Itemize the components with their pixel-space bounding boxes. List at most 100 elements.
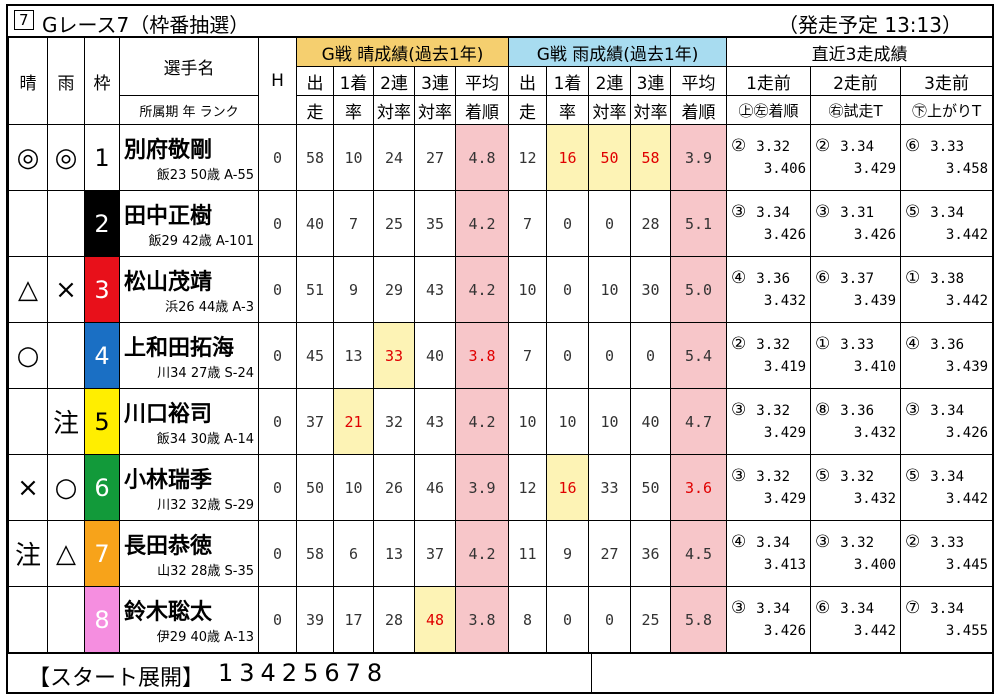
recent-top: ⑥ 3.33 [902, 135, 989, 158]
recent-last: 3.432 [763, 293, 807, 309]
rain-stat: 0 [588, 190, 632, 257]
handicap: 0 [258, 256, 297, 323]
recent-result: ⑤ 3.34 3.442 [900, 454, 994, 521]
racer-name: 田中正樹 [124, 204, 213, 229]
title-bar: 7 Gレース7（枠番抽選） （発走予定 13:13） [8, 6, 992, 37]
entry-row: △ × 3 松山茂靖 浜26 44歳 A-3 0 51 9 29 43 4.2 10 0 10 30 5.0 ④… [8, 256, 994, 323]
recent-top: ④ 3.34 [728, 531, 807, 554]
rain-stat: 9 [546, 520, 590, 587]
recent-last: 3.400 [853, 557, 897, 573]
recent-last: 3.429 [763, 491, 807, 507]
racer: 松山茂靖 浜26 44歳 A-3 [119, 256, 259, 323]
sunny-stat: 58 [296, 124, 334, 191]
column-header: 着順 [454, 95, 510, 125]
recent-trial: 3.34 [756, 535, 790, 551]
entry-row: ◎ ◎ 1 別府敬剛 飯23 50歳 A-55 0 58 10 24 27 4.8 12 16 50 58 3… [8, 124, 994, 191]
sunny-mark: ○ [8, 322, 48, 389]
racer-info: 飯34 30歳 A-14 [156, 432, 254, 447]
entry-table: 晴雨枠選手名 H G戦 晴成績(過去1年) G戦 雨成績(過去1年) 直近3走成績出 1着… [8, 37, 994, 653]
racer-info: 伊29 40歳 A-13 [156, 630, 254, 645]
recent-top: ⑥ 3.37 [812, 267, 897, 290]
start-time: （発走予定 13:13） [778, 13, 962, 37]
recent-place: ① [905, 268, 921, 288]
rain-mark: ○ [47, 454, 85, 521]
rain-stat: 50 [630, 454, 672, 521]
recent-result: ③ 3.32 3.429 [726, 388, 812, 455]
recent-result: ② 3.32 3.406 [726, 124, 812, 191]
header-row: 出 1着 2連 3連 平均出 1着 2連 3連 平均 1走前 2走前 3走前 [9, 66, 994, 96]
recent-top: ⑧ 3.36 [812, 399, 897, 422]
recent-last: 3.406 [763, 161, 807, 177]
recent-result: ⑥ 3.33 3.458 [900, 124, 994, 191]
column-header: 出 [296, 66, 334, 96]
recent-top: ⑤ 3.34 [902, 201, 989, 224]
rain-stat: 40 [630, 388, 672, 455]
recent-place: ③ [731, 598, 747, 618]
racer-name: 別府敬剛 [124, 138, 213, 163]
racer-info: 川34 27歳 S-24 [157, 366, 254, 381]
recent-last: 3.439 [853, 293, 897, 309]
rain-stat: 5.1 [670, 190, 728, 257]
sunny-stat: 26 [373, 454, 415, 521]
recent-trial: 3.34 [840, 601, 874, 617]
sunny-stat: 58 [296, 520, 334, 587]
entry-row: × ○ 6 小林瑞季 川32 32歳 S-29 0 50 10 26 46 3.9 12 16 33 50 3… [8, 454, 994, 521]
recent-trial: 3.32 [756, 139, 790, 155]
footer: 【スタート展開】 13425678 [8, 653, 992, 692]
recent-top: ② 3.32 [728, 135, 807, 158]
rain-stat: 7 [508, 190, 548, 257]
sunny-stat: 43 [414, 388, 456, 455]
column-header: 1着 [546, 66, 590, 96]
recent-top: ③ 3.32 [728, 399, 807, 422]
recent-top: ④ 3.36 [902, 333, 989, 356]
race-number: 7 [14, 10, 34, 30]
recent-place: ⑤ [905, 202, 921, 222]
sunny-stat: 24 [373, 124, 415, 191]
sunny-stat: 17 [333, 586, 374, 653]
handicap: 0 [258, 454, 297, 521]
recent-place: ⑧ [815, 400, 831, 420]
recent-top: ① 3.38 [902, 267, 989, 290]
frame-number: 3 [84, 256, 120, 323]
rain-stat: 0 [546, 190, 590, 257]
recent-last: 3.442 [945, 227, 989, 243]
recent-place: ① [815, 334, 831, 354]
sunny-stat: 40 [414, 322, 456, 389]
rain-stat: 25 [630, 586, 672, 653]
sunny-stat: 32 [373, 388, 415, 455]
recent-top: ② 3.32 [728, 333, 807, 356]
recent-last: 3.419 [763, 359, 807, 375]
rain-stat: 58 [630, 124, 672, 191]
rain-stat: 3.9 [670, 124, 728, 191]
racer-name: 鈴木聡太 [124, 600, 213, 625]
racer-name: 長田恭徳 [124, 534, 213, 559]
recent-result: ② 3.32 3.419 [726, 322, 812, 389]
rain-stat: 27 [588, 520, 632, 587]
frame-number: 5 [84, 388, 120, 455]
group-header: G戦 雨成績(過去1年) [508, 37, 728, 67]
racer-info: 飯23 50歳 A-55 [156, 168, 254, 183]
racer: 川口裕司 飯34 30歳 A-14 [119, 388, 259, 455]
rain-stat: 11 [508, 520, 548, 587]
rain-stat: 0 [546, 322, 590, 389]
column-header: 率 [333, 95, 374, 125]
sunny-stat: 4.2 [454, 256, 510, 323]
recent-result: ① 3.33 3.410 [810, 322, 902, 389]
sunny-stat: 3.8 [454, 322, 510, 389]
header-row: 所属期 年 ランク走率対率 対率 着順走率対率 対率 着順 ㊤㊧着順 ㊨試走T ㊦上がりT [9, 95, 994, 125]
recent-top: ⑦ 3.34 [902, 597, 989, 620]
column-header: 2走前 [810, 66, 902, 96]
racer-info: 川32 32歳 S-29 [157, 498, 254, 513]
column-header: 3連 [414, 66, 456, 96]
sunny-stat: 10 [333, 454, 374, 521]
recent-place: ③ [905, 400, 921, 420]
racer-name: 松山茂靖 [124, 270, 213, 295]
recent-last: 3.458 [945, 161, 989, 177]
recent-last: 3.432 [853, 425, 897, 441]
entry-row: 注 5 川口裕司 飯34 30歳 A-14 0 37 21 32 43 4.2 10 10 10 40 4.… [8, 388, 994, 455]
handicap: 0 [258, 124, 297, 191]
recent-last: 3.410 [853, 359, 897, 375]
sunny-stat: 28 [373, 586, 415, 653]
sunny-stat: 9 [333, 256, 374, 323]
recent-result: ④ 3.36 3.432 [726, 256, 812, 323]
